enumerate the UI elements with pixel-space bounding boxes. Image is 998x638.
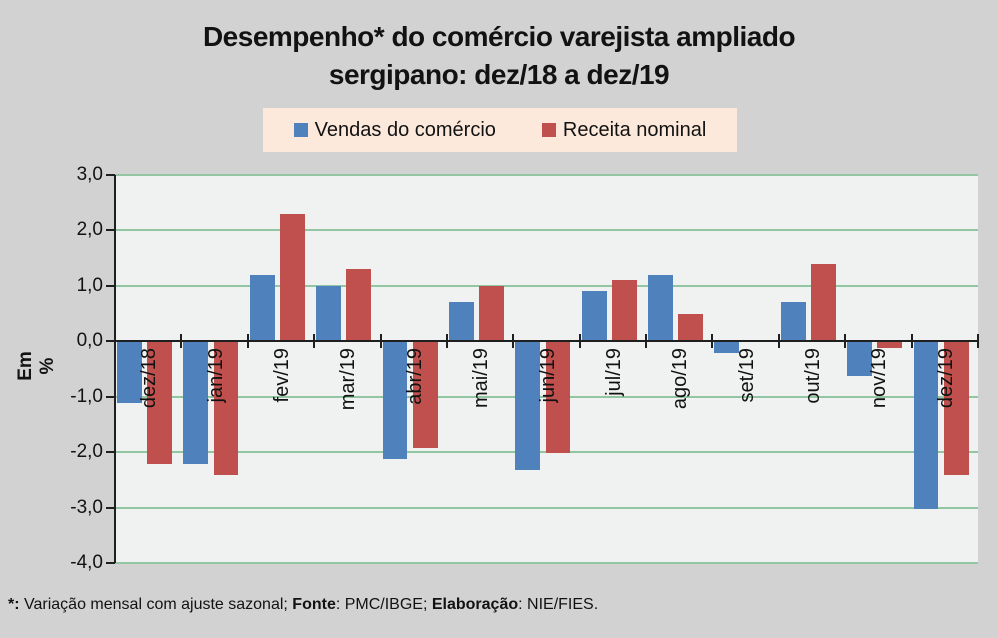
bar-receita-jul-19 (611, 280, 637, 342)
footnote: *: Variação mensal com ajuste sazonal; F… (8, 596, 598, 614)
bar-vendas-jan-19 (183, 342, 209, 465)
bar-vendas-mar-19 (316, 285, 342, 342)
x-axis-tick (445, 334, 448, 349)
y-axis-tick (106, 229, 115, 232)
bar-receita-ago-19 (678, 313, 704, 342)
footnote-segment: Elaboração (431, 596, 519, 613)
gridline (115, 506, 978, 509)
x-axis-tick (711, 334, 714, 349)
y-axis-title: Em % (15, 351, 58, 381)
bar-receita-abr-19 (412, 342, 438, 448)
x-axis-label: set/19 (735, 348, 758, 403)
legend-item-label: Vendas do comércio (314, 118, 496, 141)
chart-title-line1: Desempenho* do comércio varejista amplia… (202, 21, 796, 52)
bar-vendas-dez-19 (913, 342, 939, 509)
x-axis-tick (844, 334, 847, 349)
x-axis-label: ago/19 (669, 348, 692, 410)
x-axis-label: mai/19 (470, 348, 493, 409)
legend-swatch-icon (541, 123, 556, 137)
bar-receita-nov-19 (877, 342, 903, 348)
y-axis-tick-label: -4,0 (70, 552, 103, 573)
y-axis-tick-label: 0,0 (76, 330, 103, 352)
chart-title-line2: sergipano: dez/18 a dez/19 (328, 59, 670, 90)
footnote-segment: : PMC/IBGE; (335, 596, 432, 613)
x-axis-tick (180, 334, 183, 349)
bar-receita-mai-19 (479, 285, 504, 342)
legend: Vendas do comércio Receita nominal (263, 108, 737, 152)
x-axis-tick (977, 334, 979, 349)
y-axis-line (114, 175, 116, 563)
bar-vendas-nov-19 (847, 342, 873, 376)
y-axis-tick-label: 3,0 (76, 164, 103, 185)
bar-receita-jun-19 (545, 342, 571, 454)
bar-receita-dez-19 (943, 342, 969, 476)
bar-vendas-fev-19 (249, 274, 275, 342)
footnote-segment: *: (8, 596, 20, 613)
x-axis-tick (313, 334, 316, 349)
x-axis-label: fev/19 (270, 348, 293, 403)
y-axis-tick (106, 451, 115, 454)
x-axis-tick (910, 334, 913, 349)
y-axis-tick (106, 395, 115, 398)
y-axis-tick (106, 284, 115, 287)
bar-vendas-ago-19 (648, 274, 673, 342)
x-axis-label: abr/19 (403, 348, 426, 405)
x-axis-tick (578, 334, 581, 349)
chart-title: Desempenho* do comércio varejista amplia… (0, 18, 998, 94)
y-axis-tick-label: 2,0 (76, 219, 103, 241)
gridline (115, 562, 978, 564)
y-axis-tick-label: -1,0 (70, 385, 103, 407)
gridline (115, 174, 978, 176)
x-axis-tick (777, 334, 780, 349)
bar-vendas-jun-19 (515, 342, 541, 470)
bar-receita-mar-19 (346, 269, 372, 342)
gridline (115, 284, 978, 287)
bar-vendas-out-19 (780, 302, 806, 342)
x-axis-label: dez/18 (138, 348, 161, 409)
y-axis-tick-label: 1,0 (76, 274, 103, 296)
x-axis-label: nov/19 (868, 348, 891, 409)
bar-receita-out-19 (811, 263, 836, 342)
y-axis-tick-label: -3,0 (70, 496, 103, 518)
legend-item-label: Receita nominal (562, 118, 707, 141)
y-axis-tick (106, 340, 115, 343)
x-axis-zero-line (115, 340, 978, 343)
bar-vendas-abr-19 (382, 342, 408, 459)
legend-item-vendas: Vendas do comércio (293, 118, 496, 142)
footnote-segment: Variação mensal com ajuste sazonal; (19, 596, 293, 613)
y-axis-tick (106, 506, 115, 509)
x-axis-label: jun/19 (536, 348, 559, 403)
footnote-segment: : NIE/FIES. (518, 596, 599, 613)
x-axis-label: mar/19 (337, 348, 360, 411)
footnote-segment: Fonte (292, 596, 336, 613)
y-axis-tick (106, 562, 115, 564)
legend-item-receita: Receita nominal (541, 118, 707, 142)
bar-vendas-set-19 (714, 342, 740, 354)
x-axis-label: jan/19 (204, 348, 227, 403)
x-axis-label: out/19 (802, 348, 825, 404)
y-axis-tick-label: -2,0 (70, 441, 103, 463)
bar-vendas-jul-19 (581, 291, 607, 342)
bar-vendas-dez-18 (116, 342, 142, 404)
x-axis-label: dez/19 (934, 348, 957, 409)
y-axis-tick (106, 174, 115, 176)
x-axis-tick (246, 334, 249, 349)
x-axis-tick (379, 334, 382, 349)
bar-receita-fev-19 (279, 213, 305, 342)
x-axis-tick (645, 334, 648, 349)
bar-vendas-mai-19 (448, 302, 474, 342)
gridline (115, 229, 978, 232)
bar-receita-dez-18 (147, 342, 173, 465)
legend-swatch-icon (293, 123, 308, 137)
x-axis-tick (512, 334, 515, 349)
bar-receita-jan-19 (213, 342, 239, 476)
x-axis-label: jul/19 (602, 348, 625, 397)
